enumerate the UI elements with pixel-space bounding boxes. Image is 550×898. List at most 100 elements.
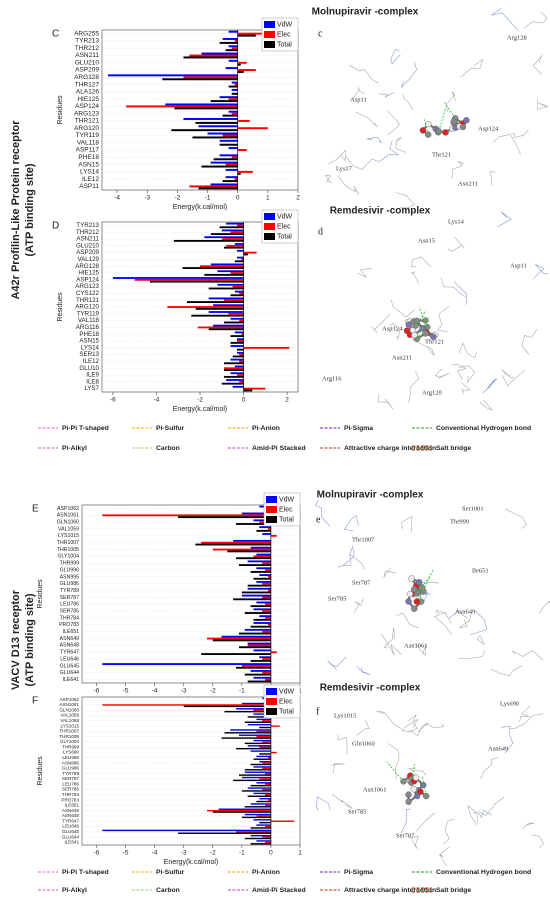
atom bbox=[463, 117, 470, 124]
atom bbox=[415, 579, 423, 586]
bond-line bbox=[491, 8, 519, 32]
bar bbox=[253, 819, 271, 821]
atom bbox=[450, 117, 458, 125]
residue-label: Arg128 bbox=[507, 34, 527, 41]
y-tick-label: GLU210 bbox=[76, 242, 100, 249]
bar bbox=[206, 809, 271, 812]
bar bbox=[265, 825, 271, 828]
legend-label: Pi-Pi T-shaped bbox=[62, 869, 109, 876]
bar bbox=[231, 81, 238, 84]
bar bbox=[200, 265, 244, 268]
y-tick-label: TYR647 bbox=[62, 818, 79, 823]
y-tick-label: SER785 bbox=[62, 787, 80, 792]
y-tick-label: GLU986 bbox=[62, 766, 80, 771]
bar bbox=[108, 74, 238, 77]
bar bbox=[219, 143, 238, 146]
bar bbox=[183, 118, 238, 120]
legend-label: Total bbox=[279, 708, 294, 715]
bond-line bbox=[536, 99, 549, 110]
residue-label: Asn649 bbox=[488, 745, 508, 752]
bar bbox=[243, 389, 253, 392]
bar bbox=[250, 803, 271, 805]
bar bbox=[219, 96, 238, 99]
bond-line bbox=[314, 499, 331, 527]
bar bbox=[226, 244, 244, 247]
bar bbox=[262, 767, 271, 770]
bar bbox=[265, 617, 271, 619]
atom bbox=[420, 781, 427, 789]
bar bbox=[259, 615, 271, 618]
bar bbox=[186, 301, 244, 303]
y-tick-label: PHE18 bbox=[78, 154, 99, 161]
bond-line bbox=[461, 382, 471, 395]
bond-line bbox=[415, 812, 435, 832]
bar bbox=[238, 646, 271, 649]
atom bbox=[411, 586, 418, 593]
y-tick-label: PRO783 bbox=[61, 797, 79, 802]
bar bbox=[222, 134, 238, 137]
residue-label: Ser785 bbox=[328, 595, 346, 602]
bar bbox=[221, 737, 271, 739]
legend-swatch bbox=[266, 496, 277, 503]
bond-line bbox=[532, 264, 549, 280]
y-tick-label: PRO783 bbox=[59, 622, 79, 628]
y-tick-label: TYR789 bbox=[60, 588, 79, 594]
bar bbox=[253, 519, 271, 522]
y-tick-label: CYS122 bbox=[76, 290, 100, 297]
plot-area bbox=[101, 29, 299, 191]
bar bbox=[262, 741, 271, 743]
y-tick-label: ARG120 bbox=[75, 304, 99, 311]
bar bbox=[219, 41, 238, 44]
bar bbox=[149, 280, 244, 283]
bar bbox=[259, 760, 271, 763]
bar bbox=[243, 251, 257, 254]
residue-label: Lys14 bbox=[448, 218, 465, 225]
bar bbox=[241, 258, 244, 261]
y-axis-label: Residues bbox=[57, 95, 64, 125]
y-tick-label: VAL1059 bbox=[60, 713, 79, 718]
y-tick-label: ASP1062 bbox=[60, 697, 80, 702]
bar bbox=[244, 813, 271, 816]
residue-label: Ile651 bbox=[472, 567, 489, 574]
y-tick-label: VAL118 bbox=[77, 139, 100, 146]
h-bond bbox=[411, 763, 416, 780]
bond-line bbox=[330, 763, 345, 774]
h-bond bbox=[416, 316, 430, 340]
h-bond bbox=[422, 569, 434, 592]
bar bbox=[228, 98, 238, 101]
bar bbox=[230, 272, 244, 274]
residue-label: Thr121 bbox=[425, 338, 444, 345]
bond-line bbox=[493, 133, 521, 155]
bar bbox=[247, 642, 271, 645]
bond-line bbox=[523, 11, 548, 29]
bar bbox=[204, 236, 244, 239]
panel-letter: f bbox=[316, 706, 320, 717]
y-tick-label: PHE18 bbox=[79, 331, 99, 338]
bar bbox=[233, 539, 271, 542]
bar bbox=[222, 180, 238, 183]
bond-line bbox=[470, 610, 488, 636]
legend-label: Elec bbox=[277, 223, 291, 230]
y-tick-label: TYR647 bbox=[60, 650, 79, 656]
bar bbox=[253, 758, 271, 760]
bar bbox=[230, 317, 244, 320]
bond-line bbox=[371, 313, 391, 333]
bond-line bbox=[337, 174, 360, 195]
bar bbox=[174, 107, 238, 110]
atom bbox=[459, 123, 467, 131]
y-tick-label: THR999 bbox=[62, 744, 80, 749]
bar bbox=[250, 669, 271, 672]
bar bbox=[228, 110, 238, 113]
bar bbox=[237, 348, 244, 351]
bar bbox=[256, 800, 271, 803]
bar bbox=[223, 367, 244, 370]
y-tick-label: LEU646 bbox=[60, 656, 79, 662]
bar bbox=[256, 840, 271, 842]
bar bbox=[250, 605, 271, 608]
y-tick-label: ASP117 bbox=[76, 147, 100, 154]
bond-line bbox=[379, 92, 395, 99]
bar bbox=[234, 260, 244, 263]
atom bbox=[405, 321, 412, 328]
y-tick-label: ASN1061 bbox=[57, 513, 79, 519]
atom bbox=[406, 590, 414, 598]
